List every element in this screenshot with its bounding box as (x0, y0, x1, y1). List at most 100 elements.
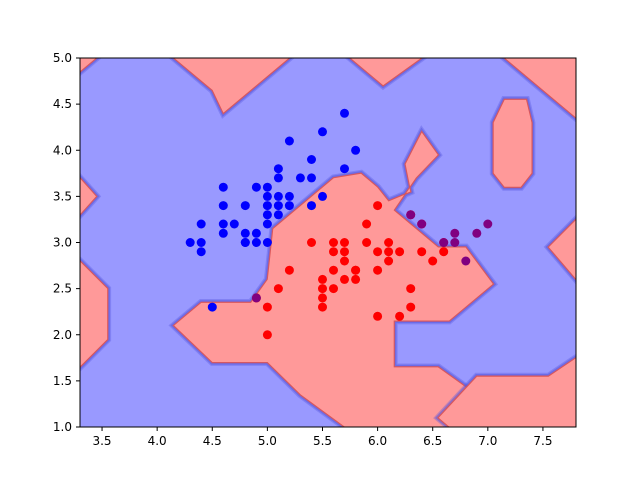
data-point (329, 284, 338, 294)
data-point (428, 256, 438, 266)
x-tick-label: 4.0 (148, 434, 167, 448)
data-points (185, 108, 493, 340)
data-point (307, 238, 316, 247)
data-point (251, 228, 261, 238)
data-point (218, 182, 228, 192)
class-b-region (80, 58, 98, 73)
x-tick-label: 5.0 (258, 434, 277, 448)
data-point (406, 284, 416, 294)
data-point (351, 265, 361, 275)
class-b-region (492, 99, 533, 188)
y-tick-label: 5.0 (53, 51, 72, 65)
data-point (395, 247, 405, 257)
data-point (262, 238, 272, 247)
data-point (318, 274, 327, 284)
data-point (329, 238, 338, 247)
class-b-region (173, 58, 291, 114)
data-point (273, 173, 283, 183)
x-tick-label: 7.5 (533, 434, 552, 448)
data-point (295, 173, 305, 183)
y-axis: 1.0 1.5 2.0 2.5 3.0 3.5 4.0 4.5 5.0 (53, 51, 80, 434)
data-point (439, 247, 449, 257)
data-point (273, 164, 283, 174)
data-point (461, 256, 471, 266)
class-b-region (349, 58, 423, 87)
class-b-region (547, 218, 576, 281)
data-point (351, 274, 361, 284)
data-point (273, 201, 283, 211)
data-point (373, 311, 383, 321)
y-tick-label: 3.5 (53, 189, 72, 203)
data-point (284, 136, 294, 146)
data-point (196, 219, 206, 229)
class-b-region (503, 58, 576, 119)
data-point (262, 302, 272, 312)
data-point (273, 210, 283, 220)
data-point (262, 330, 272, 340)
data-point (340, 238, 349, 247)
data-point (262, 191, 272, 201)
data-point (395, 311, 405, 321)
class-b-region (80, 177, 98, 216)
plot-area (80, 58, 576, 427)
data-point (450, 228, 460, 238)
data-point (384, 256, 394, 266)
data-point (218, 228, 228, 238)
data-point (340, 274, 349, 284)
data-point (373, 201, 383, 211)
data-point (329, 265, 338, 275)
data-point (439, 238, 449, 247)
data-point (373, 265, 383, 275)
x-tick-label: 3.5 (92, 434, 111, 448)
data-point (406, 302, 416, 312)
data-point (284, 265, 294, 275)
data-point (262, 219, 272, 229)
data-point (251, 238, 261, 247)
x-tick-label: 7.0 (478, 434, 497, 448)
data-point (318, 127, 327, 137)
y-tick-label: 4.5 (53, 97, 72, 111)
y-tick-label: 1.5 (53, 374, 72, 388)
data-point (307, 155, 316, 164)
data-point (284, 201, 294, 211)
data-point (284, 191, 294, 201)
data-point (318, 284, 327, 294)
data-point (218, 219, 228, 229)
data-point (251, 182, 261, 192)
data-point (240, 228, 250, 238)
data-point (384, 247, 394, 257)
data-point (240, 201, 250, 211)
x-tick-label: 6.0 (368, 434, 387, 448)
y-tick-label: 2.5 (53, 282, 72, 296)
data-point (218, 201, 228, 211)
data-point (340, 108, 349, 118)
data-point (362, 219, 372, 229)
data-point (318, 302, 327, 312)
x-axis: 3.5 4.0 4.5 5.0 5.5 6.0 6.5 7.0 7.5 (92, 427, 552, 448)
data-point (406, 210, 416, 220)
data-point (196, 247, 206, 257)
data-point (262, 182, 272, 192)
data-point (340, 247, 349, 257)
data-point (329, 247, 338, 257)
y-tick-label: 1.0 (53, 420, 72, 434)
data-point (351, 145, 361, 155)
y-tick-label: 4.0 (53, 143, 72, 157)
data-point (384, 238, 394, 247)
data-point (450, 238, 460, 247)
data-point (207, 302, 217, 312)
data-point (340, 164, 349, 174)
data-point (417, 247, 427, 257)
class-b-region (437, 357, 576, 427)
x-tick-label: 4.5 (203, 434, 222, 448)
y-tick-label: 3.0 (53, 236, 72, 250)
data-point (340, 256, 349, 266)
data-point (362, 238, 372, 247)
data-point (185, 238, 195, 247)
x-tick-label: 6.5 (423, 434, 442, 448)
data-point (251, 293, 261, 303)
data-point (307, 201, 316, 211)
y-tick-label: 2.0 (53, 328, 72, 342)
data-point (240, 238, 250, 247)
